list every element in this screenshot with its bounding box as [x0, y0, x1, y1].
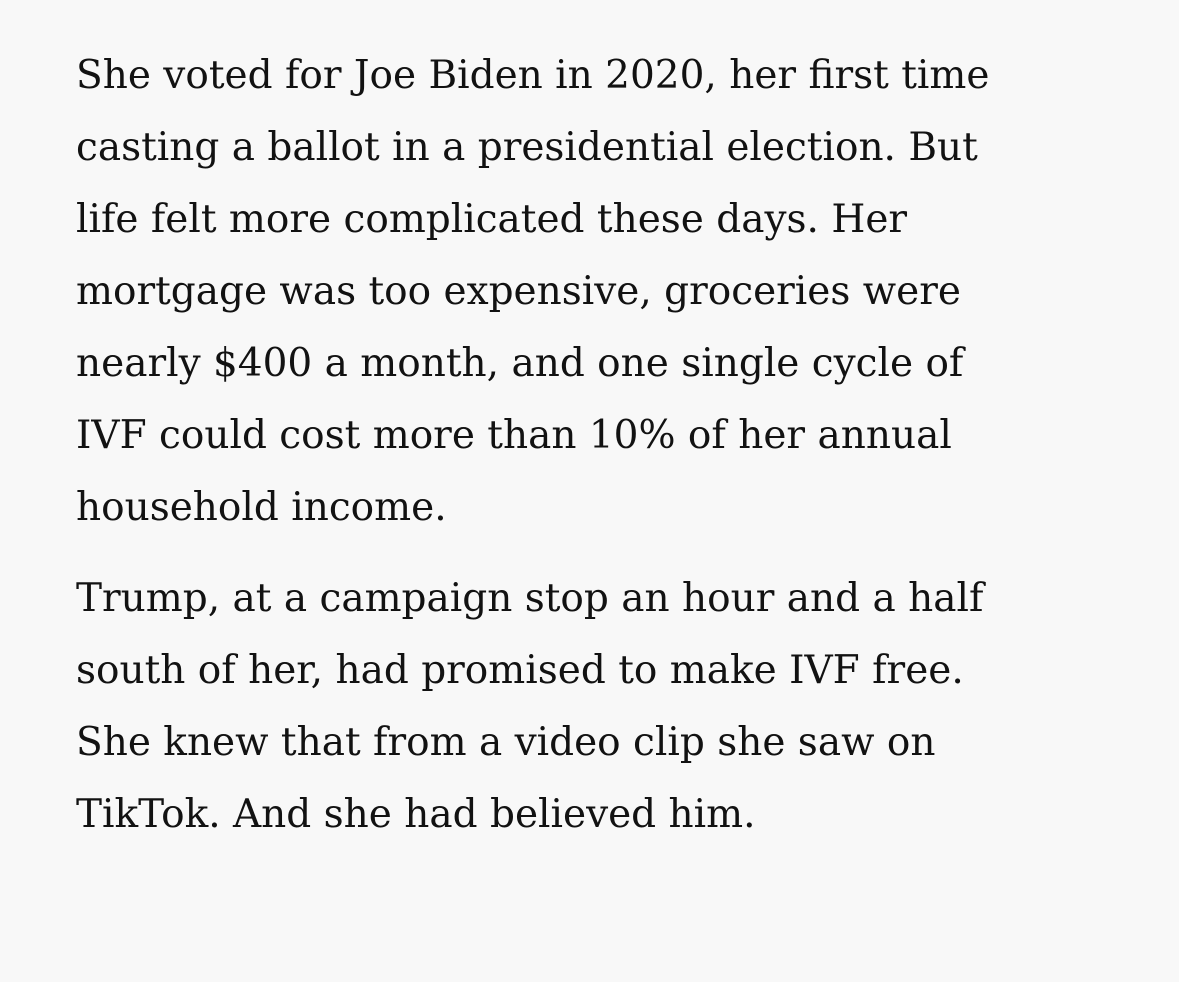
paragraph: Trump, at a campaign stop an hour and a … — [76, 563, 1136, 851]
paragraph-line: household income. — [76, 485, 447, 530]
paragraph-line: casting a ballot in a presidential elect… — [76, 125, 978, 170]
paragraph-line: Trump, at a campaign stop an hour and a … — [76, 576, 984, 621]
article-body: She voted for Joe Biden in 2020, her fir… — [76, 40, 1136, 851]
paragraph-line: TikTok. And she had believed him. — [76, 792, 756, 837]
paragraph: She voted for Joe Biden in 2020, her fir… — [76, 40, 1136, 544]
paragraph-line: south of her, had promised to make IVF f… — [76, 648, 964, 693]
paragraph-line: IVF could cost more than 10% of her annu… — [76, 413, 952, 458]
paragraph-line: nearly $400 a month, and one single cycl… — [76, 341, 964, 386]
paragraph-line: mortgage was too expensive, groceries we… — [76, 269, 961, 314]
paragraph-line: life felt more complicated these days. H… — [76, 197, 908, 242]
paragraph-line: She knew that from a video clip she saw … — [76, 720, 936, 765]
paragraph-line: She voted for Joe Biden in 2020, her fir… — [76, 53, 990, 98]
